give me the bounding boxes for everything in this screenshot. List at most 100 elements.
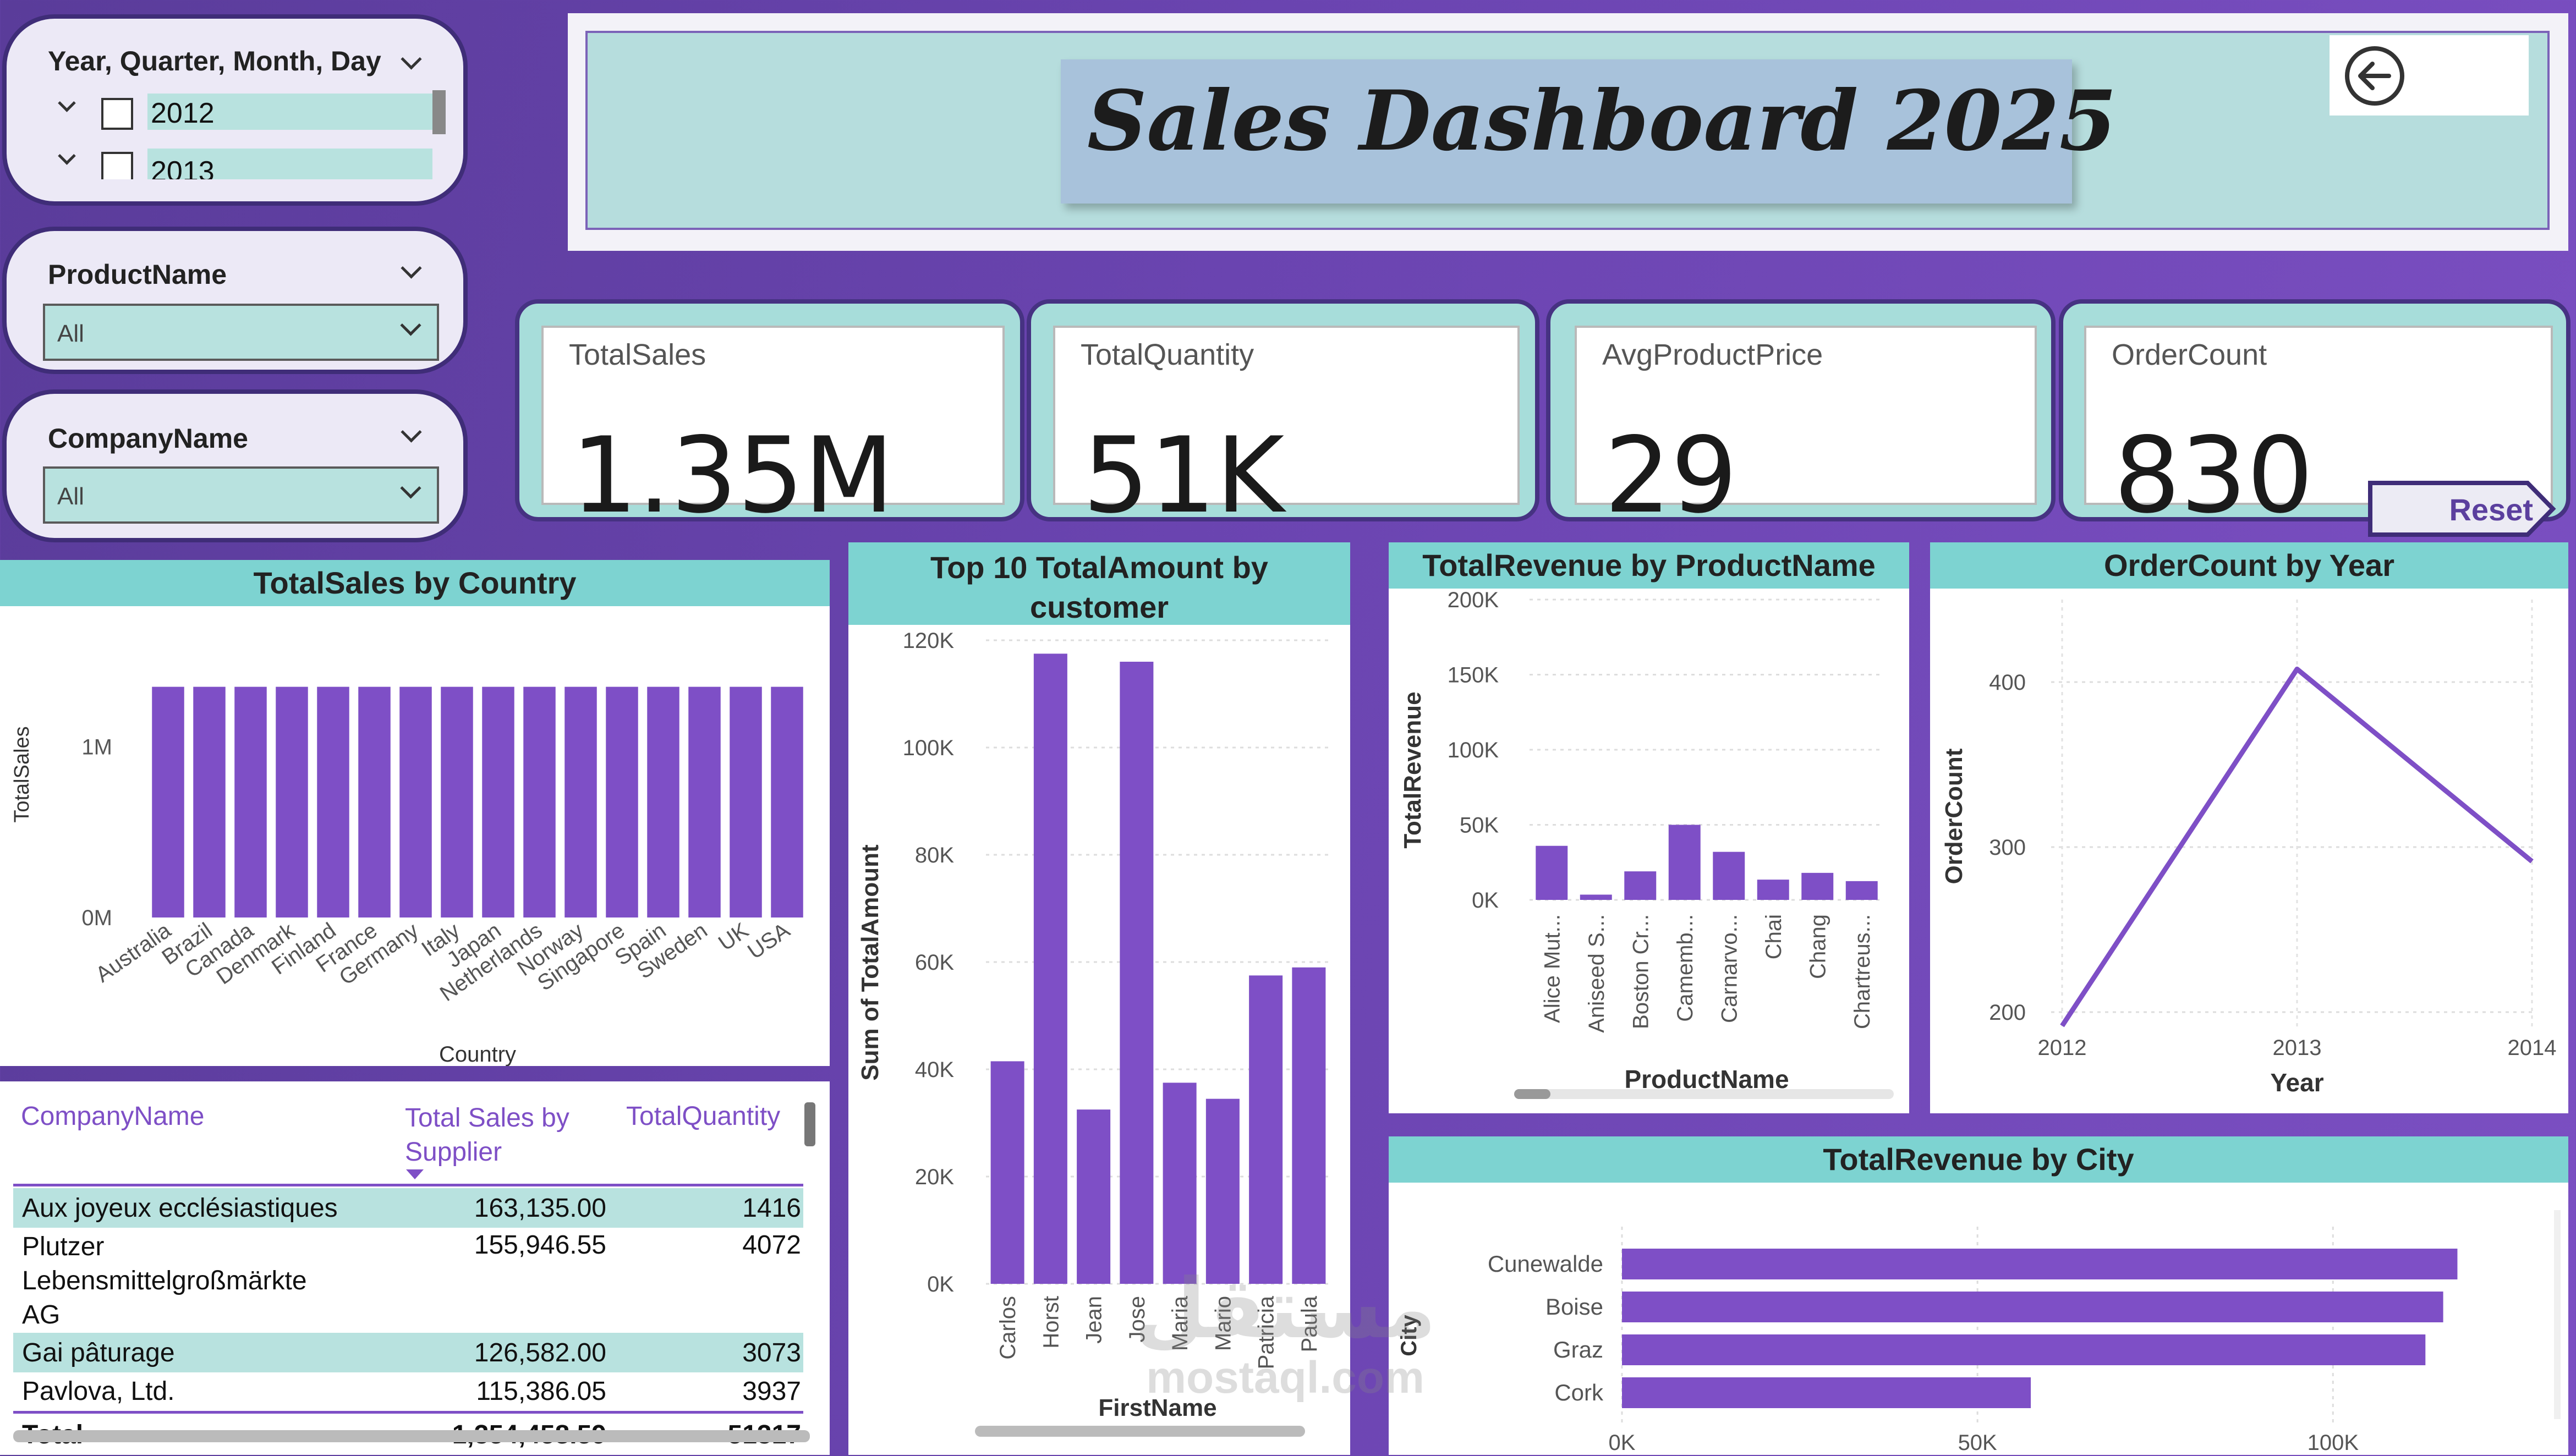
bar[interactable]: [1757, 880, 1789, 900]
back-button[interactable]: [2330, 35, 2529, 116]
bar[interactable]: [1034, 653, 1067, 1284]
bar[interactable]: [564, 687, 597, 917]
kpi-label: OrderCount: [2112, 338, 2267, 372]
bar[interactable]: [991, 1061, 1024, 1284]
bar[interactable]: [193, 687, 226, 917]
bar[interactable]: [1249, 975, 1282, 1284]
bar[interactable]: [523, 687, 556, 917]
bar[interactable]: [1292, 968, 1325, 1284]
bar[interactable]: [152, 687, 184, 917]
bar[interactable]: [1580, 894, 1612, 900]
bar[interactable]: [1846, 881, 1878, 900]
table-header-sales[interactable]: Total Sales by Supplier: [405, 1101, 587, 1169]
y-tick-label: 300: [1989, 836, 2026, 860]
company-slicer[interactable]: CompanyName All: [2, 389, 468, 542]
chart-title: TotalRevenue by ProductName: [1389, 542, 1909, 589]
bar[interactable]: [1669, 825, 1701, 900]
table-row[interactable]: Plutzer Lebensmittelgroßmärkte AG 155,94…: [13, 1228, 803, 1333]
table-row[interactable]: Aux joyeux ecclésiastiques 163,135.00 14…: [13, 1188, 803, 1228]
bar[interactable]: [688, 687, 721, 917]
bar[interactable]: [1713, 852, 1745, 900]
bar[interactable]: [482, 687, 514, 917]
dropdown-value: All: [57, 483, 84, 510]
y-tick-label: 120K: [903, 629, 955, 653]
vertical-scrollbar[interactable]: [2554, 1210, 2561, 1419]
bar[interactable]: [1206, 1099, 1240, 1284]
scrollbar-thumb[interactable]: [1514, 1089, 1550, 1099]
product-dropdown[interactable]: All: [43, 304, 439, 361]
scrollbar[interactable]: [432, 90, 446, 134]
reset-button[interactable]: Reset: [2368, 479, 2557, 539]
cell-sales: 115,386.05: [397, 1372, 607, 1412]
horizontal-scrollbar[interactable]: [975, 1426, 1305, 1437]
bar[interactable]: [1120, 662, 1153, 1284]
page-title: Sales Dashboard 2025: [1087, 73, 2117, 169]
table-scrollbar[interactable]: [804, 1102, 815, 1146]
bar[interactable]: [1077, 1109, 1110, 1284]
table-header-quantity[interactable]: TotalQuantity: [626, 1101, 780, 1131]
table-row[interactable]: Pavlova, Ltd. 115,386.05 3937: [13, 1372, 803, 1412]
bar[interactable]: [1624, 871, 1656, 900]
bar[interactable]: [1622, 1334, 2425, 1365]
y-tick-label: 80K: [915, 843, 954, 867]
bar[interactable]: [234, 687, 267, 917]
y-tick-label: 1M: [81, 735, 112, 759]
kpi-value: 29: [1604, 415, 1738, 536]
bar[interactable]: [647, 687, 679, 917]
cell-quantity: 3937: [607, 1372, 803, 1412]
bar[interactable]: [276, 687, 308, 917]
checkbox[interactable]: [101, 152, 133, 179]
watermark-brand: مستقل: [1098, 1265, 1472, 1353]
bar[interactable]: [771, 687, 803, 917]
checkbox[interactable]: [101, 98, 133, 130]
company-dropdown[interactable]: All: [43, 466, 439, 524]
chevron-down-icon: [400, 477, 421, 498]
bar[interactable]: [1536, 846, 1567, 900]
chart-title: Top 10 TotalAmount by customer: [848, 542, 1350, 625]
kpi-label: TotalQuantity: [1081, 338, 1254, 372]
x-tick-label: 100K: [2308, 1431, 2359, 1455]
table-row[interactable]: Gai pâturage 126,582.00 3073: [13, 1333, 803, 1372]
chevron-down-icon[interactable]: [401, 48, 421, 69]
bar[interactable]: [1163, 1083, 1197, 1284]
y-tick-label: 60K: [915, 950, 954, 975]
x-tick-label: Aniseed S...: [1585, 914, 1609, 1033]
hierarchy-row-2013[interactable]: 2013: [51, 146, 452, 179]
bar[interactable]: [399, 687, 432, 917]
bar[interactable]: [317, 687, 349, 917]
bar[interactable]: [358, 687, 391, 917]
date-hierarchy-slicer[interactable]: Year, Quarter, Month, Day 2012 2013: [2, 14, 468, 206]
chevron-down-icon[interactable]: [401, 257, 421, 278]
bar[interactable]: [606, 687, 638, 917]
x-tick-label: Carnarvo...: [1717, 914, 1741, 1023]
chart-title: TotalRevenue by City: [1389, 1136, 2568, 1183]
scrollbar-track[interactable]: [1514, 1089, 1894, 1099]
bar[interactable]: [1622, 1249, 2457, 1279]
y-tick-label: Boise: [1545, 1294, 1603, 1320]
slicer-title: Year, Quarter, Month, Day: [48, 45, 381, 77]
expand-chevron-icon[interactable]: [58, 147, 76, 165]
table-header-company[interactable]: CompanyName: [21, 1101, 204, 1131]
hierarchy-row-2012[interactable]: 2012: [51, 90, 452, 135]
slicer-title: ProductName: [48, 259, 227, 290]
y-axis-title: OrderCount: [1941, 748, 1967, 884]
horizontal-scrollbar[interactable]: [13, 1430, 810, 1442]
product-slicer[interactable]: ProductName All: [2, 227, 468, 374]
back-arrow-icon[interactable]: [2342, 43, 2408, 109]
expand-chevron-icon[interactable]: [58, 94, 76, 112]
bar[interactable]: [730, 687, 762, 917]
bar[interactable]: [1622, 1292, 2443, 1322]
y-axis-title: TotalSales: [10, 726, 34, 822]
slicer-title: CompanyName: [48, 422, 248, 454]
cell-quantity: 4072: [607, 1228, 803, 1333]
bar[interactable]: [1622, 1377, 2031, 1408]
bar[interactable]: [441, 687, 473, 917]
kpi-label: AvgProductPrice: [1602, 338, 1823, 372]
bar[interactable]: [1801, 873, 1833, 900]
sort-desc-icon[interactable]: [406, 1169, 424, 1179]
chevron-down-icon[interactable]: [401, 421, 421, 442]
